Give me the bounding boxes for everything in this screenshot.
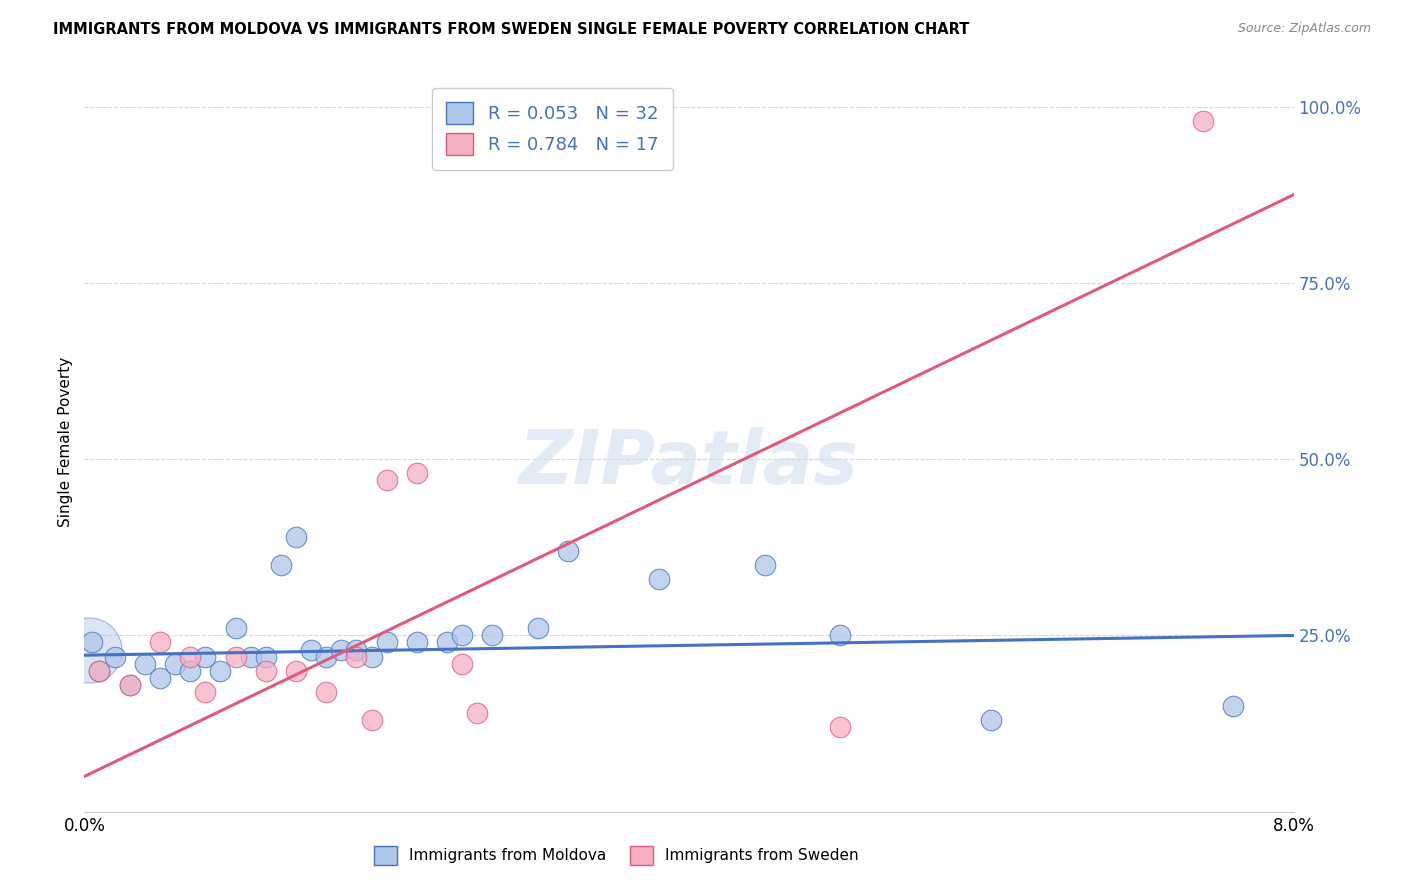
Point xyxy=(1192,113,1215,128)
Point xyxy=(89,664,111,678)
Legend: Immigrants from Moldova, Immigrants from Sweden: Immigrants from Moldova, Immigrants from… xyxy=(368,840,865,871)
Point xyxy=(118,678,141,692)
Point xyxy=(330,642,353,657)
Point xyxy=(527,621,550,635)
Point xyxy=(285,664,308,678)
Point xyxy=(254,649,277,664)
Point xyxy=(80,635,103,649)
Point xyxy=(149,671,172,685)
Point xyxy=(134,657,156,671)
Point xyxy=(209,664,232,678)
Point xyxy=(194,685,217,699)
Point xyxy=(346,642,368,657)
Point xyxy=(467,706,489,720)
Point xyxy=(149,635,172,649)
Point xyxy=(194,649,217,664)
Point xyxy=(299,642,322,657)
Point xyxy=(179,664,201,678)
Point xyxy=(254,664,277,678)
Point xyxy=(360,649,382,664)
Point xyxy=(406,467,429,481)
Point xyxy=(648,572,671,586)
Point xyxy=(225,621,247,635)
Y-axis label: Single Female Poverty: Single Female Poverty xyxy=(58,357,73,526)
Point xyxy=(118,678,141,692)
Point xyxy=(830,628,852,642)
Point xyxy=(436,635,458,649)
Text: IMMIGRANTS FROM MOLDOVA VS IMMIGRANTS FROM SWEDEN SINGLE FEMALE POVERTY CORRELAT: IMMIGRANTS FROM MOLDOVA VS IMMIGRANTS FR… xyxy=(53,22,970,37)
Point xyxy=(77,642,100,657)
Point xyxy=(557,544,579,558)
Point xyxy=(270,558,292,572)
Point xyxy=(980,713,1002,727)
Point xyxy=(225,649,247,664)
Point xyxy=(89,664,111,678)
Point xyxy=(179,649,201,664)
Point xyxy=(315,685,337,699)
Point xyxy=(451,657,474,671)
Text: ZIPatlas: ZIPatlas xyxy=(519,427,859,500)
Point xyxy=(360,713,382,727)
Point xyxy=(1222,698,1244,713)
Point xyxy=(375,473,398,487)
Point xyxy=(239,649,262,664)
Point xyxy=(406,635,429,649)
Point xyxy=(346,649,368,664)
Text: Source: ZipAtlas.com: Source: ZipAtlas.com xyxy=(1237,22,1371,36)
Point xyxy=(754,558,776,572)
Point xyxy=(451,628,474,642)
Point xyxy=(165,657,187,671)
Point xyxy=(315,649,337,664)
Point xyxy=(375,635,398,649)
Point xyxy=(104,649,127,664)
Point xyxy=(481,628,503,642)
Point xyxy=(830,720,852,734)
Point xyxy=(285,530,308,544)
